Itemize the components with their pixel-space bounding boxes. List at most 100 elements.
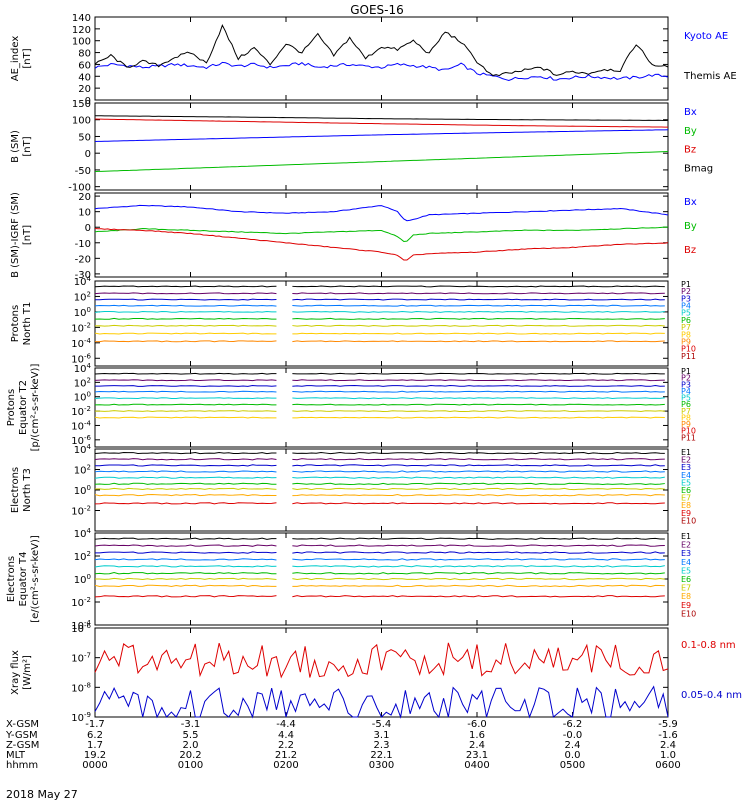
tick-exponent: 2 bbox=[87, 550, 91, 558]
series-line-e3 bbox=[292, 551, 665, 554]
y-tick-label: 140 bbox=[72, 13, 91, 24]
legend-entry: P7 bbox=[681, 323, 691, 332]
panel-electrons_t3: 104 102 100 10-2 Electrons North T3 E1E2E3E4E5… bbox=[10, 443, 696, 532]
series-line-e8 bbox=[94, 494, 277, 497]
series-line-p6 bbox=[94, 403, 277, 406]
legend-entry: E6 bbox=[681, 575, 691, 584]
y-tick-label: 104 bbox=[74, 527, 92, 540]
x-axis-value: 0000 bbox=[82, 760, 107, 771]
legend-entry: E1 bbox=[681, 448, 691, 457]
series-line-e7 bbox=[94, 487, 277, 491]
series-line-p4 bbox=[94, 304, 277, 307]
x-axis-value: 2.4 bbox=[565, 740, 581, 751]
x-axis-value: 21.2 bbox=[275, 750, 297, 761]
panel-bdiff: -30 -20 -10 0 10 20 B (SM)-IGRF (SM) [nT] Bx By Bz bbox=[10, 192, 697, 281]
series-line-p7 bbox=[292, 410, 665, 413]
x-axis-value: -5.4 bbox=[372, 719, 392, 730]
legend-entry: E9 bbox=[681, 601, 691, 610]
series-line-p2 bbox=[94, 292, 277, 295]
legend-entry: E4 bbox=[681, 471, 691, 480]
legend-entry: E5 bbox=[681, 478, 691, 487]
legend-entry: P9 bbox=[681, 337, 691, 346]
legend-entry: P10 bbox=[681, 345, 696, 354]
legend-entry: E7 bbox=[681, 584, 691, 593]
series-line-p3 bbox=[94, 298, 277, 301]
x-axis-value: 23.1 bbox=[466, 750, 488, 761]
legend-entry: By bbox=[684, 221, 697, 232]
legend-entry: P10 bbox=[681, 427, 696, 436]
x-axis-value: -6.0 bbox=[467, 719, 487, 730]
series-line-p4 bbox=[94, 390, 277, 393]
figure-title: GOES-16 bbox=[350, 3, 404, 17]
y-tick-label: 100 bbox=[72, 116, 91, 127]
series-line-p8 bbox=[94, 332, 277, 335]
series-line-bx bbox=[94, 129, 669, 143]
x-axis-row-label: X-GSM bbox=[6, 719, 39, 730]
x-axis-value: -5.9 bbox=[658, 719, 678, 730]
series-line-e6 bbox=[292, 572, 665, 575]
x-axis-value: 22.1 bbox=[370, 750, 392, 761]
y-axis-label: [e/(cm²-s-sr-keV)] bbox=[30, 535, 41, 623]
series-line-e5 bbox=[94, 565, 277, 568]
series-line-e7 bbox=[94, 577, 277, 581]
legend-entry: E3 bbox=[681, 463, 691, 472]
series-line-0-1-0-8-nm bbox=[94, 642, 669, 679]
y-tick-label: 0 bbox=[85, 96, 91, 107]
x-axis-value: 19.2 bbox=[84, 750, 106, 761]
y-tick-label: 100 bbox=[72, 37, 91, 48]
legend-entry: P1 bbox=[681, 367, 691, 376]
x-axis-value: 2.3 bbox=[374, 740, 390, 751]
series-line-e2 bbox=[292, 544, 665, 547]
series-line-p1 bbox=[94, 285, 277, 288]
legend-entry: P2 bbox=[681, 287, 691, 296]
tick-exponent: -2 bbox=[84, 405, 91, 413]
y-tick-label: 104 bbox=[74, 443, 92, 456]
series-line-e2 bbox=[94, 544, 277, 547]
y-axis-label: Xray flux bbox=[10, 650, 21, 695]
series-line-e7 bbox=[292, 487, 665, 491]
series-line-e4 bbox=[292, 470, 665, 473]
series-line-bmag bbox=[94, 115, 669, 121]
series-line-e4 bbox=[94, 558, 277, 561]
y-tick-label: 10-4 bbox=[71, 419, 91, 432]
y-axis-label: Electrons bbox=[6, 556, 17, 602]
legend-entry: P9 bbox=[681, 420, 691, 429]
legend-entry: P6 bbox=[681, 400, 691, 409]
y-axis-label: [nT] bbox=[22, 136, 33, 156]
legend-entry: P11 bbox=[681, 433, 696, 442]
x-axis-value: -0.0 bbox=[563, 730, 583, 741]
legend-entry: P3 bbox=[681, 380, 691, 389]
y-axis-label: [nT] bbox=[22, 225, 33, 245]
legend-entry: P8 bbox=[681, 413, 691, 422]
legend-entry: 0.1-0.8 nm bbox=[681, 640, 736, 651]
legend-entry: By bbox=[684, 126, 697, 137]
legend-entry: E6 bbox=[681, 486, 691, 495]
x-axis-value: 4.4 bbox=[278, 730, 294, 741]
y-tick-label: 100 bbox=[74, 484, 91, 497]
y-tick-label: 100 bbox=[74, 391, 91, 404]
tick-exponent: -6 bbox=[84, 434, 92, 442]
legend-entry: P1 bbox=[681, 280, 691, 289]
tick-exponent: -7 bbox=[84, 652, 91, 660]
legend-entry: P2 bbox=[681, 374, 691, 383]
series-line-e6 bbox=[94, 482, 277, 485]
y-tick-label: 104 bbox=[74, 275, 92, 288]
tick-exponent: -2 bbox=[84, 596, 91, 604]
series-line-p3 bbox=[94, 385, 277, 387]
tick-exponent: -4 bbox=[84, 619, 92, 627]
x-axis-value: -4.4 bbox=[276, 719, 296, 730]
legend-entry: P5 bbox=[681, 394, 691, 403]
series-line-0-05-0-4-nm bbox=[94, 685, 669, 719]
tick-exponent: 4 bbox=[87, 275, 92, 283]
date-label: 2018 May 27 bbox=[6, 788, 78, 800]
legend-entry: P7 bbox=[681, 407, 691, 416]
y-tick-label: 10-2 bbox=[71, 321, 91, 334]
series-line-p1 bbox=[292, 285, 665, 288]
legend-entry: P6 bbox=[681, 316, 691, 325]
x-axis-value: 0300 bbox=[369, 760, 394, 771]
series-line-p5 bbox=[292, 310, 665, 313]
series-line-p2 bbox=[292, 292, 665, 295]
x-axis-value: 3.1 bbox=[374, 730, 390, 741]
